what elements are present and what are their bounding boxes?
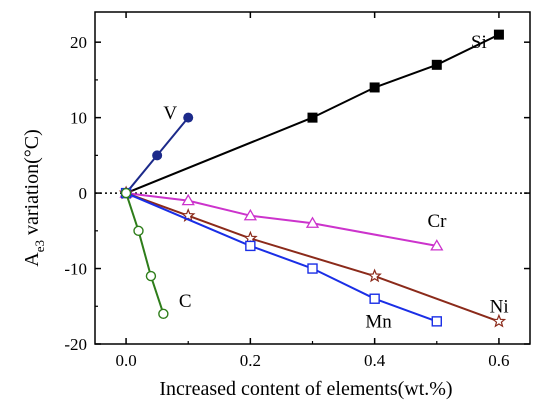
series-ni [118, 185, 507, 328]
x-axis-title: Increased content of elements(wt.%) [159, 378, 452, 400]
y-axis-title: Ae3 variation(°C) [21, 129, 47, 266]
series-si [121, 29, 504, 199]
data-point-mn [431, 316, 442, 327]
data-point-cr [305, 216, 320, 228]
data-point-c [133, 225, 144, 237]
data-point-ni [367, 268, 382, 283]
plot-area: Si V Cr Ni Mn C 0.0 0.2 0.4 0.6 -20 -10 0 10 20 [64, 11, 531, 370]
data-point-c [145, 270, 157, 282]
data-point-cr [181, 193, 195, 206]
series-label-mn: Mn [365, 311, 392, 332]
data-point-si [493, 29, 504, 40]
plot-frame [94, 11, 531, 345]
series-line-mn [125, 192, 438, 323]
y-axis-title-suffix: variation(°C) [21, 129, 43, 240]
series-line-c [125, 192, 165, 315]
data-point-si [307, 112, 318, 123]
data-point-ni [180, 208, 196, 222]
series-label-ni: Ni [490, 296, 509, 317]
data-point-mn [369, 293, 380, 304]
y-axis-title-prefix: A [21, 252, 43, 267]
data-point-si [369, 82, 380, 93]
data-point-ni [491, 313, 507, 328]
y-axis-title-subscript: e3 [32, 240, 47, 252]
data-point-v [183, 112, 194, 123]
data-point-cr [430, 239, 444, 251]
y-tick-label: -10 [64, 260, 87, 279]
y-tick-label: 0 [79, 184, 88, 203]
data-point-mn [307, 263, 318, 274]
x-tick-label: 0.4 [364, 351, 386, 370]
data-point-si [431, 59, 442, 70]
series-label-c: C [179, 291, 192, 312]
data-point-mn [245, 240, 256, 252]
data-point-c [158, 308, 169, 320]
series-label-si: Si [471, 32, 487, 53]
data-point-cr [243, 208, 257, 221]
series-label-v: V [163, 103, 177, 124]
series-v [121, 112, 194, 199]
x-tick-label: 0.2 [240, 351, 261, 370]
y-tick-label: 20 [70, 33, 87, 52]
data-point-c [120, 187, 132, 199]
y-tick-label: -20 [64, 335, 87, 354]
series-label-cr: Cr [427, 211, 447, 232]
data-point-v [152, 150, 163, 161]
y-tick-label: 10 [70, 109, 87, 128]
series-c [120, 187, 169, 320]
series-cr [119, 186, 444, 251]
x-tick-label: 0.0 [115, 351, 136, 370]
x-tick-label: 0.6 [488, 351, 509, 370]
series-line-cr [125, 192, 437, 247]
